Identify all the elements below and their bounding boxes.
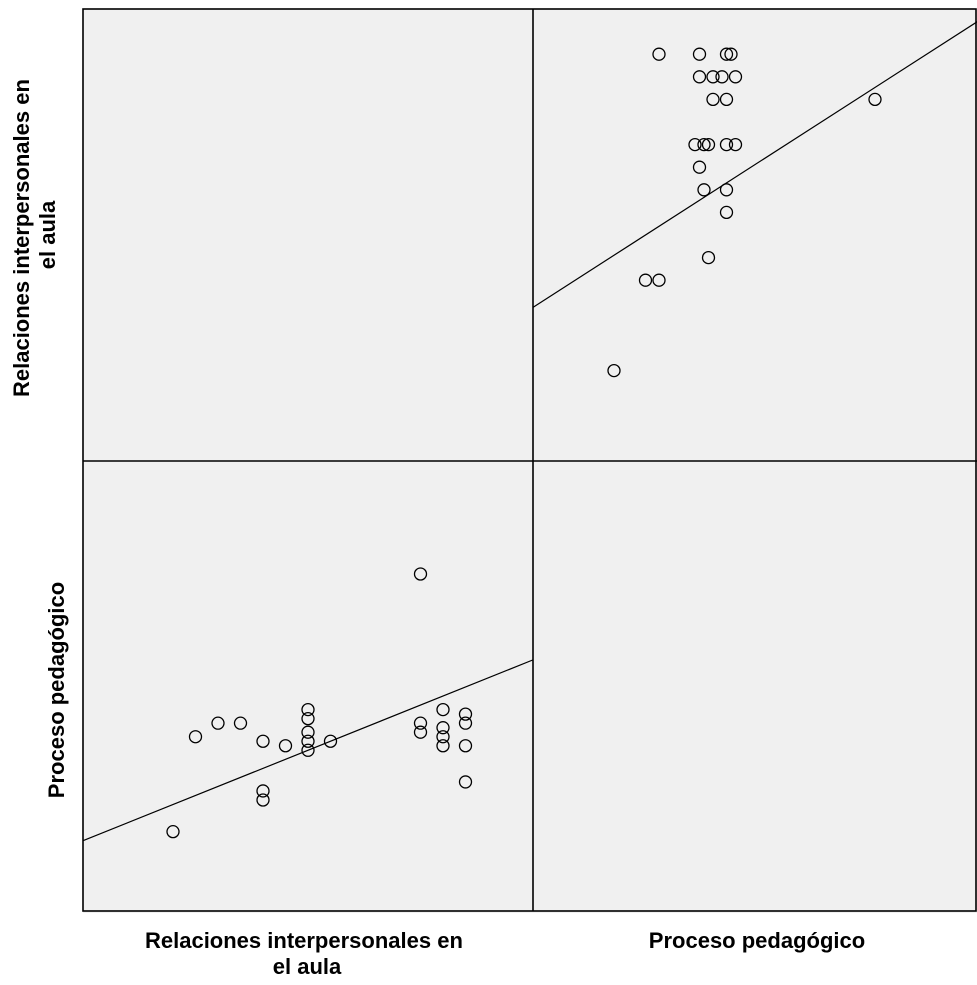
column-label-0: Relaciones interpersonales en el aula (145, 928, 469, 979)
data-point (724, 47, 738, 61)
data-point (413, 716, 428, 730)
data-point (728, 137, 743, 152)
data-point (413, 725, 428, 739)
data-point (166, 824, 180, 839)
data-point (692, 47, 707, 61)
data-point (697, 137, 711, 152)
data-point (715, 70, 729, 84)
data-point (728, 70, 743, 84)
data-point (719, 205, 734, 220)
data-point (719, 183, 734, 197)
row-label-1-line-0: Proceso pedagógico (44, 582, 69, 798)
data-point (256, 793, 270, 807)
panel-1-0 (82, 567, 534, 842)
column-label-0-line-0: Relaciones interpersonales en (145, 928, 463, 953)
data-point (413, 567, 428, 581)
data-point (301, 743, 315, 757)
data-point (701, 137, 716, 152)
fit-line (82, 659, 534, 842)
data-point (719, 92, 734, 107)
data-point (652, 47, 666, 61)
data-point (458, 775, 473, 789)
column-label-0-line-1: el aula (273, 954, 342, 979)
data-point (233, 716, 248, 730)
data-point (706, 92, 720, 107)
data-point (458, 716, 473, 730)
row-label-0: Relaciones interpersonales en el aula (9, 73, 60, 397)
data-point (688, 137, 702, 152)
data-point (436, 739, 450, 753)
data-point (211, 716, 225, 730)
data-point (301, 711, 315, 726)
data-point (652, 273, 666, 287)
data-point (301, 725, 315, 739)
column-label-1: Proceso pedagógico (649, 928, 865, 953)
data-point (436, 730, 450, 744)
data-point (692, 70, 707, 84)
panels-layer (82, 9, 977, 913)
row-label-1: Proceso pedagógico (44, 582, 69, 798)
matrix-border (82, 8, 977, 912)
data-point (188, 730, 203, 744)
panel-0-0-background (83, 9, 533, 461)
data-point (719, 47, 734, 61)
panel-1-1-background (533, 461, 977, 913)
data-point (692, 160, 707, 174)
data-point (868, 92, 882, 107)
data-point (458, 707, 473, 721)
data-point (719, 137, 734, 152)
data-point (301, 702, 315, 717)
row-label-0-line-0: Relaciones interpersonales en (9, 79, 34, 397)
data-point (638, 273, 653, 287)
data-point (697, 183, 711, 197)
row-label-0-line-1: el aula (35, 200, 60, 269)
data-point (278, 739, 293, 753)
data-point (436, 721, 450, 735)
data-point (607, 363, 621, 378)
data-point (458, 739, 473, 753)
data-point (701, 250, 716, 265)
panel-0-1-background (533, 9, 977, 461)
column-label-1-line-0: Proceso pedagógico (649, 928, 865, 953)
panel-0-1 (532, 21, 977, 378)
data-point (256, 784, 270, 798)
data-point (301, 734, 315, 748)
panel-1-0-background (83, 461, 533, 913)
data-point (436, 702, 450, 717)
data-point (706, 70, 720, 84)
data-point (256, 734, 270, 748)
fit-line (532, 21, 977, 308)
data-point (323, 734, 338, 748)
